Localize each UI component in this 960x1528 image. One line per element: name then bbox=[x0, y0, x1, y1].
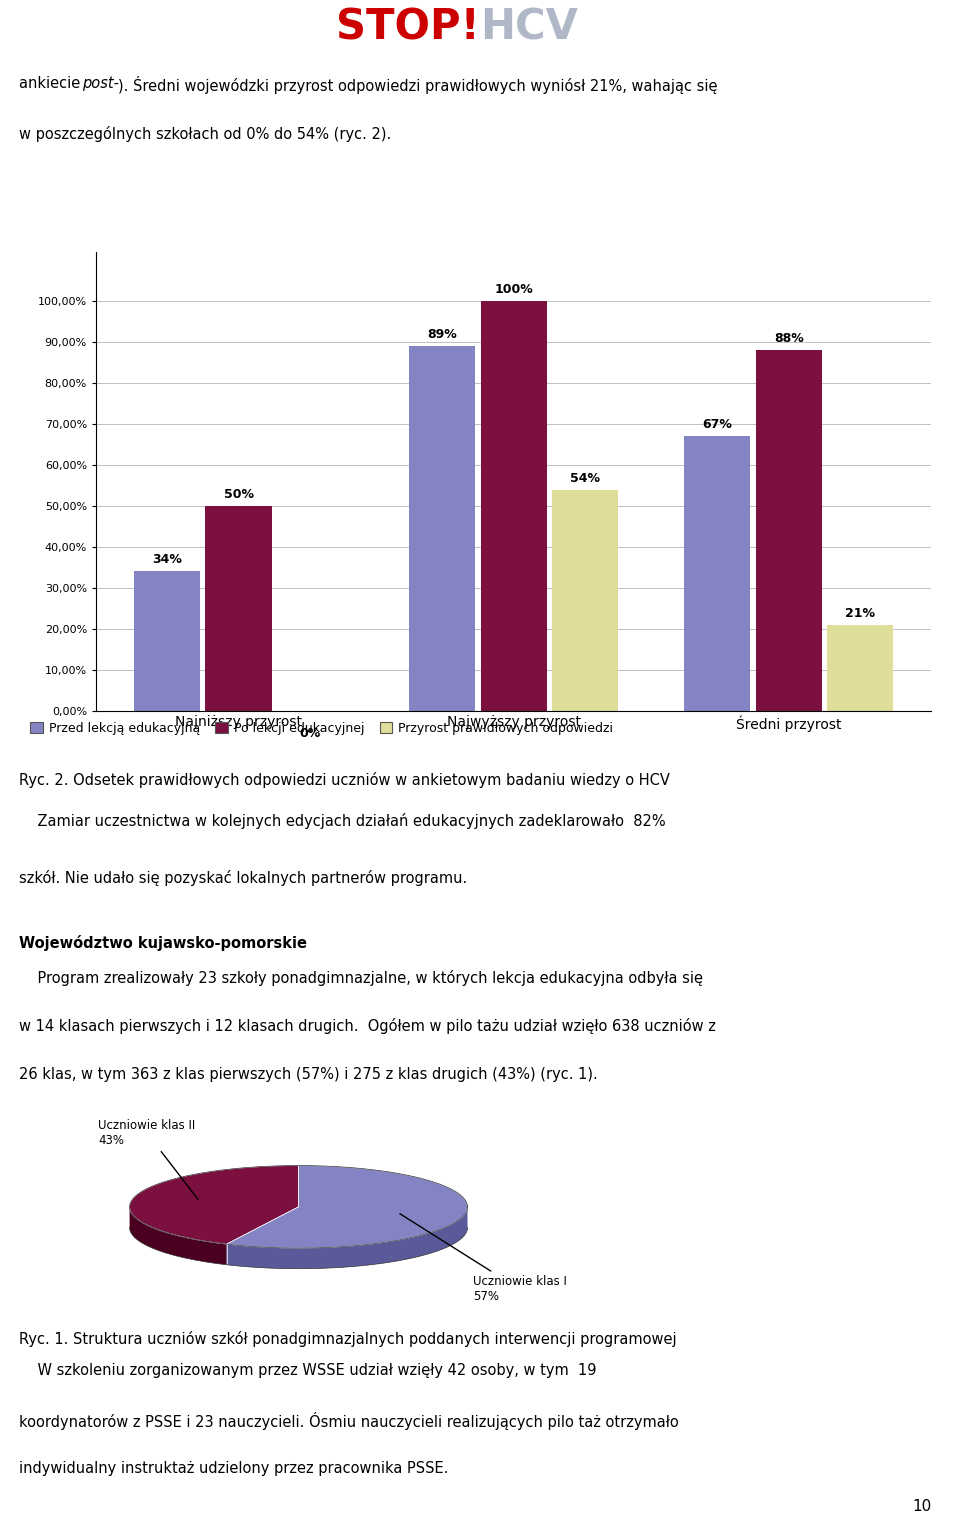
Polygon shape bbox=[227, 1207, 468, 1268]
Text: Uczniowie klas II
43%: Uczniowie klas II 43% bbox=[98, 1118, 198, 1199]
Text: 10: 10 bbox=[912, 1499, 931, 1514]
Text: Ryc. 1. Struktura uczniów szkół ponadgimnazjalnych poddanych interwencji program: Ryc. 1. Struktura uczniów szkół ponadgim… bbox=[19, 1331, 677, 1346]
Legend: Przed lekcją edukacyjną, Po lekcji edukacyjnej, Przyrost prawidłowych odpowiedzi: Przed lekcją edukacyjną, Po lekcji eduka… bbox=[26, 717, 618, 740]
Bar bbox=[756, 350, 822, 711]
Text: Województwo kujawsko-pomorskie: Województwo kujawsko-pomorskie bbox=[19, 935, 307, 950]
Text: 21%: 21% bbox=[845, 607, 876, 620]
Polygon shape bbox=[130, 1166, 299, 1244]
Bar bbox=[134, 571, 200, 711]
Polygon shape bbox=[130, 1207, 227, 1265]
Text: ankiecie: ankiecie bbox=[19, 76, 85, 92]
Text: ). Średni wojewódzki przyrost odpowiedzi prawidłowych wyniósł 21%, wahając się: ). Średni wojewódzki przyrost odpowiedzi… bbox=[118, 76, 717, 95]
Text: indywidualny instruktaż udzielony przez pracownika PSSE.: indywidualny instruktaż udzielony przez … bbox=[19, 1461, 448, 1476]
Text: szkół. Nie udało się pozyskać lokalnych partnerów programu.: szkół. Nie udało się pozyskać lokalnych … bbox=[19, 869, 468, 886]
Text: 88%: 88% bbox=[774, 333, 804, 345]
Text: 67%: 67% bbox=[702, 419, 732, 431]
Text: koordynatorów z PSSE i 23 nauczycieli. Ósmiu nauczycieli realizujących pilo taż : koordynatorów z PSSE i 23 nauczycieli. Ó… bbox=[19, 1412, 679, 1430]
Bar bbox=[684, 437, 750, 711]
Bar bbox=[481, 301, 546, 711]
Bar bbox=[409, 347, 475, 711]
Text: post-: post- bbox=[82, 76, 119, 92]
Text: W szkoleniu zorganizowanym przez WSSE udział wzięły 42 osoby, w tym  19: W szkoleniu zorganizowanym przez WSSE ud… bbox=[19, 1363, 597, 1378]
Text: HCV: HCV bbox=[480, 6, 578, 49]
Text: 34%: 34% bbox=[152, 553, 181, 567]
Polygon shape bbox=[227, 1166, 468, 1248]
Text: Program zrealizowały 23 szkoły ponadgimnazjalne, w których lekcja edukacyjna odb: Program zrealizowały 23 szkoły ponadgimn… bbox=[19, 970, 703, 986]
Bar bbox=[828, 625, 893, 711]
Text: 50%: 50% bbox=[224, 487, 253, 501]
Text: 54%: 54% bbox=[570, 472, 600, 484]
Text: Ryc. 2. Odsetek prawidłowych odpowiedzi uczniów w ankietowym badaniu wiedzy o HC: Ryc. 2. Odsetek prawidłowych odpowiedzi … bbox=[19, 772, 670, 787]
Text: 0%: 0% bbox=[300, 727, 321, 740]
Text: STOP!: STOP! bbox=[336, 6, 480, 49]
Text: 100%: 100% bbox=[494, 283, 533, 296]
Bar bbox=[205, 506, 272, 711]
Text: w poszczególnych szkołach od 0% do 54% (ryc. 2).: w poszczególnych szkołach od 0% do 54% (… bbox=[19, 125, 392, 142]
Text: 89%: 89% bbox=[427, 329, 457, 341]
Text: 26 klas, w tym 363 z klas pierwszych (57%) i 275 z klas drugich (43%) (ryc. 1).: 26 klas, w tym 363 z klas pierwszych (57… bbox=[19, 1067, 598, 1082]
Text: Uczniowie klas I
57%: Uczniowie klas I 57% bbox=[400, 1213, 566, 1303]
Text: Zamiar uczestnictwa w kolejnych edycjach działań edukacyjnych zadeklarowało  82%: Zamiar uczestnictwa w kolejnych edycjach… bbox=[19, 813, 666, 828]
Text: w 14 klasach pierwszych i 12 klasach drugich.  Ogółem w pilo tażu udział wzięło : w 14 klasach pierwszych i 12 klasach dru… bbox=[19, 1018, 716, 1034]
Bar bbox=[552, 489, 618, 711]
